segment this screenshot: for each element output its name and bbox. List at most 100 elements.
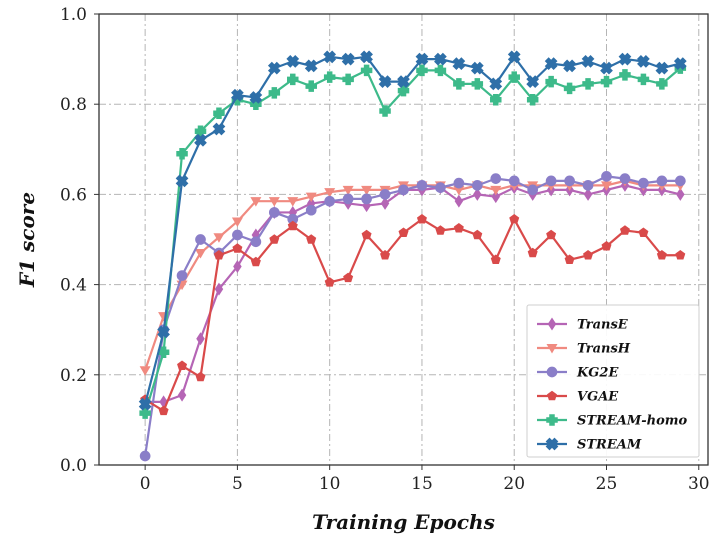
x-tick-label: 5: [232, 474, 243, 494]
data-point-stream-shape: [341, 52, 355, 66]
data-point-stream-homo: [619, 69, 631, 81]
data-point-stream-homo: [508, 71, 520, 83]
data-point-transe: [473, 187, 482, 201]
data-point-stream-shape: [563, 59, 576, 73]
data-point-stream-shape: [304, 59, 318, 73]
data-point-stream-homo: [287, 73, 299, 86]
data-point-stream: [267, 61, 281, 75]
data-point-kg2e: [638, 177, 649, 189]
data-point-stream-shape: [470, 61, 484, 75]
legend-label: TransH: [577, 342, 631, 357]
data-point-stream-homo: [268, 87, 281, 99]
data-point-kg2e: [416, 180, 428, 191]
data-point-stream: [194, 133, 207, 147]
data-point-kg2e: [490, 173, 502, 184]
data-point-vgae: [472, 229, 483, 240]
data-point-stream-homo: [674, 62, 687, 74]
y-axis-title: F1 score: [15, 192, 39, 288]
data-point-transh: [250, 197, 262, 207]
data-point-transh: [287, 197, 299, 207]
data-point-stream-homo: [397, 84, 410, 97]
data-point-kg2e: [435, 182, 446, 193]
data-point-stream: [581, 54, 595, 68]
data-point-stream-homo: [471, 78, 484, 90]
data-point-stream-shape: [249, 91, 263, 104]
data-point-transh: [342, 185, 354, 196]
data-point-transh: [490, 185, 502, 196]
grid-lines: [99, 13, 708, 466]
series-kg2e: [139, 171, 686, 462]
data-point-vgae: [398, 227, 409, 237]
data-point-vgae: [269, 234, 280, 244]
data-point-stream-homo: [563, 82, 576, 95]
tick-labels: 0 5 10 15 20 25 30 0.0 0.2 0.4 0.6 0.8 1.0: [60, 5, 710, 494]
data-point-stream: [526, 75, 540, 89]
data-point-vgae: [195, 371, 206, 382]
data-point-kg2e: [232, 229, 243, 241]
legend-marker-shape: [545, 437, 559, 451]
data-point-kg2e: [619, 173, 631, 184]
data-point-stream-shape: [138, 397, 152, 411]
data-point-vgae: [638, 227, 649, 237]
data-point-vgae: [619, 225, 630, 235]
data-point-stream-shape: [452, 57, 466, 70]
data-point-kg2e: [324, 195, 336, 207]
legend: TransE TransH KG2E VGAE STREAM-homo STREAM: [526, 304, 700, 458]
data-point-transh: [601, 181, 612, 191]
data-point-stream-homo: [157, 346, 170, 358]
data-point-kg2e: [250, 236, 262, 248]
y-tick-label: 1.0: [60, 5, 87, 25]
data-point-vgae: [675, 250, 686, 260]
data-point-stream-shape: [360, 50, 373, 64]
data-point-stream: [452, 57, 466, 70]
data-point-vgae: [601, 241, 612, 251]
y-tick-label: 0.2: [60, 366, 87, 386]
data-point-transe: [177, 388, 187, 402]
data-point-stream-shape: [581, 54, 595, 68]
data-point-stream-shape: [286, 54, 300, 68]
data-point-vgae: [177, 360, 188, 371]
data-point-stream-homo: [656, 78, 668, 90]
data-point-transe: [214, 282, 224, 296]
series-layer: [138, 50, 687, 462]
data-point-transh: [139, 366, 151, 376]
data-point-stream-shape: [655, 61, 669, 75]
legend-marker: [547, 317, 557, 331]
data-point-stream: [231, 88, 244, 102]
data-point-stream-shape: [526, 75, 540, 89]
data-point-kg2e: [674, 175, 686, 187]
data-point-stream-shape: [231, 88, 244, 102]
data-point-stream: [286, 54, 300, 68]
data-point-stream-shape: [157, 325, 170, 339]
data-point-stream-homo: [231, 93, 244, 106]
data-point-stream: [157, 325, 170, 339]
data-point-stream-homo: [434, 64, 447, 77]
data-point-stream: [360, 50, 373, 64]
data-point-stream-homo: [176, 148, 188, 160]
data-point-stream: [507, 50, 521, 64]
data-point-stream: [138, 397, 152, 411]
data-point-stream: [415, 52, 429, 66]
data-point-stream-shape: [544, 57, 558, 70]
data-point-stream: [323, 50, 337, 64]
y-tick-label: 0.0: [60, 456, 87, 476]
data-point-stream: [304, 59, 318, 73]
data-point-vgae: [490, 254, 501, 265]
data-point-transh: [213, 233, 225, 243]
data-point-transe: [676, 187, 685, 201]
data-point-vgae: [158, 405, 169, 416]
data-point-transe: [583, 187, 593, 201]
data-point-stream-homo: [637, 73, 650, 86]
data-point-vgae: [509, 213, 520, 224]
legend-entry-stream: STREAM: [537, 437, 642, 453]
data-point-transh: [195, 249, 206, 259]
data-point-stream-homo: [416, 64, 428, 77]
y-tick-label: 0.8: [60, 95, 87, 115]
legend-marker: [545, 437, 559, 451]
data-point-stream: [655, 61, 669, 75]
data-point-vgae: [564, 254, 575, 265]
legend-entry-transh: TransH: [537, 342, 631, 357]
data-point-stream-homo: [582, 78, 594, 90]
data-point-vgae: [343, 272, 354, 283]
data-point-stream: [341, 52, 355, 66]
